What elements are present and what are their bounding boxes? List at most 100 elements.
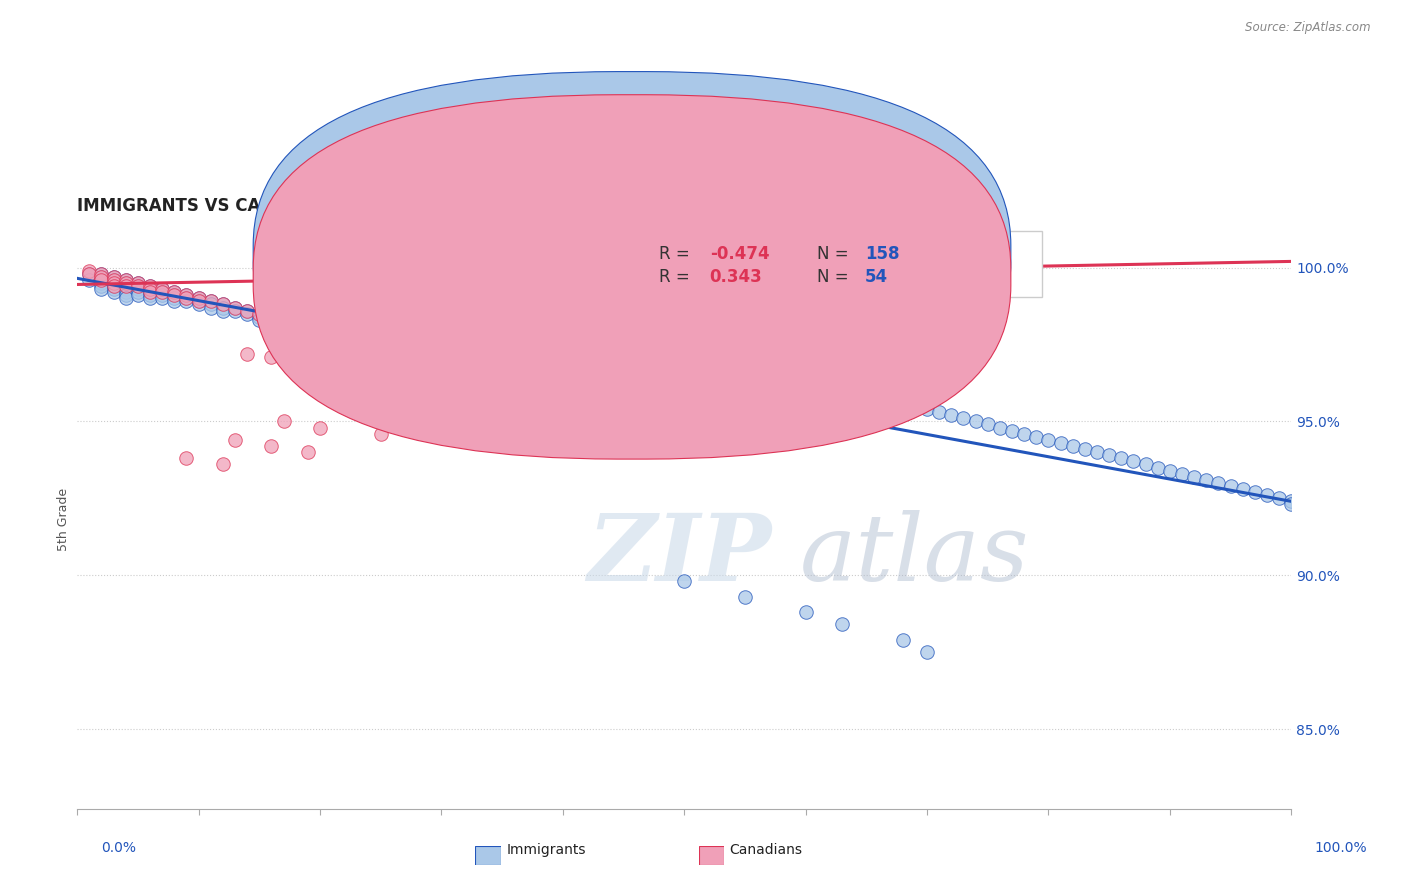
Point (1219, 479, 1241, 493)
Point (176, 291, 198, 305)
Point (247, 313, 270, 327)
Point (491, 399, 513, 413)
Point (370, 426, 392, 441)
Point (200, 297, 222, 311)
Point (139, 291, 162, 305)
Point (965, 414, 987, 428)
Point (734, 590, 756, 604)
FancyBboxPatch shape (253, 95, 1011, 459)
Point (551, 350, 574, 364)
Point (891, 396, 914, 410)
Text: 54: 54 (865, 268, 889, 286)
Point (370, 341, 392, 355)
Point (673, 341, 696, 355)
Point (114, 279, 136, 293)
Point (297, 313, 319, 327)
Point (260, 439, 283, 453)
Point (150, 288, 173, 302)
Point (297, 322, 319, 336)
Point (150, 285, 173, 300)
Point (90, 269, 112, 284)
Point (297, 445, 319, 459)
Point (103, 276, 125, 290)
Point (187, 294, 209, 309)
Point (503, 371, 526, 385)
Point (187, 291, 209, 305)
Point (114, 276, 136, 290)
Point (114, 273, 136, 287)
Point (284, 318, 307, 333)
Point (430, 368, 453, 383)
Point (1012, 426, 1035, 441)
Point (1062, 439, 1084, 453)
Point (103, 273, 125, 287)
Point (114, 273, 136, 287)
Point (77, 267, 100, 281)
Text: atlas: atlas (800, 509, 1029, 599)
Point (90, 276, 112, 290)
Point (891, 632, 914, 647)
Point (770, 365, 793, 379)
Point (139, 279, 162, 293)
Point (794, 371, 817, 385)
Point (333, 386, 356, 401)
Point (236, 303, 259, 318)
Point (600, 359, 623, 373)
Point (1085, 445, 1108, 459)
Point (1208, 475, 1230, 490)
Point (357, 334, 380, 349)
Point (1111, 451, 1133, 466)
Point (370, 362, 392, 376)
Text: Canadians: Canadians (730, 843, 803, 856)
Point (333, 331, 356, 345)
Point (454, 359, 477, 373)
Point (503, 368, 526, 383)
Point (211, 458, 233, 472)
Point (187, 297, 209, 311)
Point (418, 350, 440, 364)
Point (150, 285, 173, 300)
Point (211, 303, 233, 318)
Point (344, 331, 367, 345)
Point (176, 291, 198, 305)
Point (1038, 433, 1060, 447)
Point (1195, 473, 1218, 487)
Point (247, 307, 270, 321)
Point (103, 269, 125, 284)
Point (127, 285, 149, 300)
Point (309, 325, 332, 339)
Point (163, 288, 186, 302)
Point (745, 359, 768, 373)
Point (988, 420, 1011, 434)
Point (236, 347, 259, 361)
Point (127, 276, 149, 290)
Text: R =: R = (659, 244, 695, 263)
Point (297, 318, 319, 333)
Y-axis label: 5th Grade: 5th Grade (58, 488, 70, 551)
Point (103, 285, 125, 300)
Point (1074, 442, 1097, 456)
Point (406, 392, 429, 407)
Point (309, 356, 332, 370)
Text: 0.0%: 0.0% (101, 841, 136, 855)
Text: N =: N = (817, 244, 853, 263)
Point (1159, 464, 1181, 478)
Point (90, 269, 112, 284)
Point (90, 267, 112, 281)
Point (406, 347, 429, 361)
Point (273, 313, 295, 327)
Point (309, 420, 332, 434)
Point (844, 384, 866, 398)
Point (491, 365, 513, 379)
Point (273, 414, 295, 428)
Point (150, 282, 173, 296)
Point (807, 375, 830, 389)
Point (394, 343, 416, 358)
Text: Source: ZipAtlas.com: Source: ZipAtlas.com (1246, 21, 1371, 34)
Point (103, 269, 125, 284)
Point (103, 279, 125, 293)
Point (187, 291, 209, 305)
Point (247, 307, 270, 321)
Point (114, 282, 136, 296)
Point (211, 297, 233, 311)
